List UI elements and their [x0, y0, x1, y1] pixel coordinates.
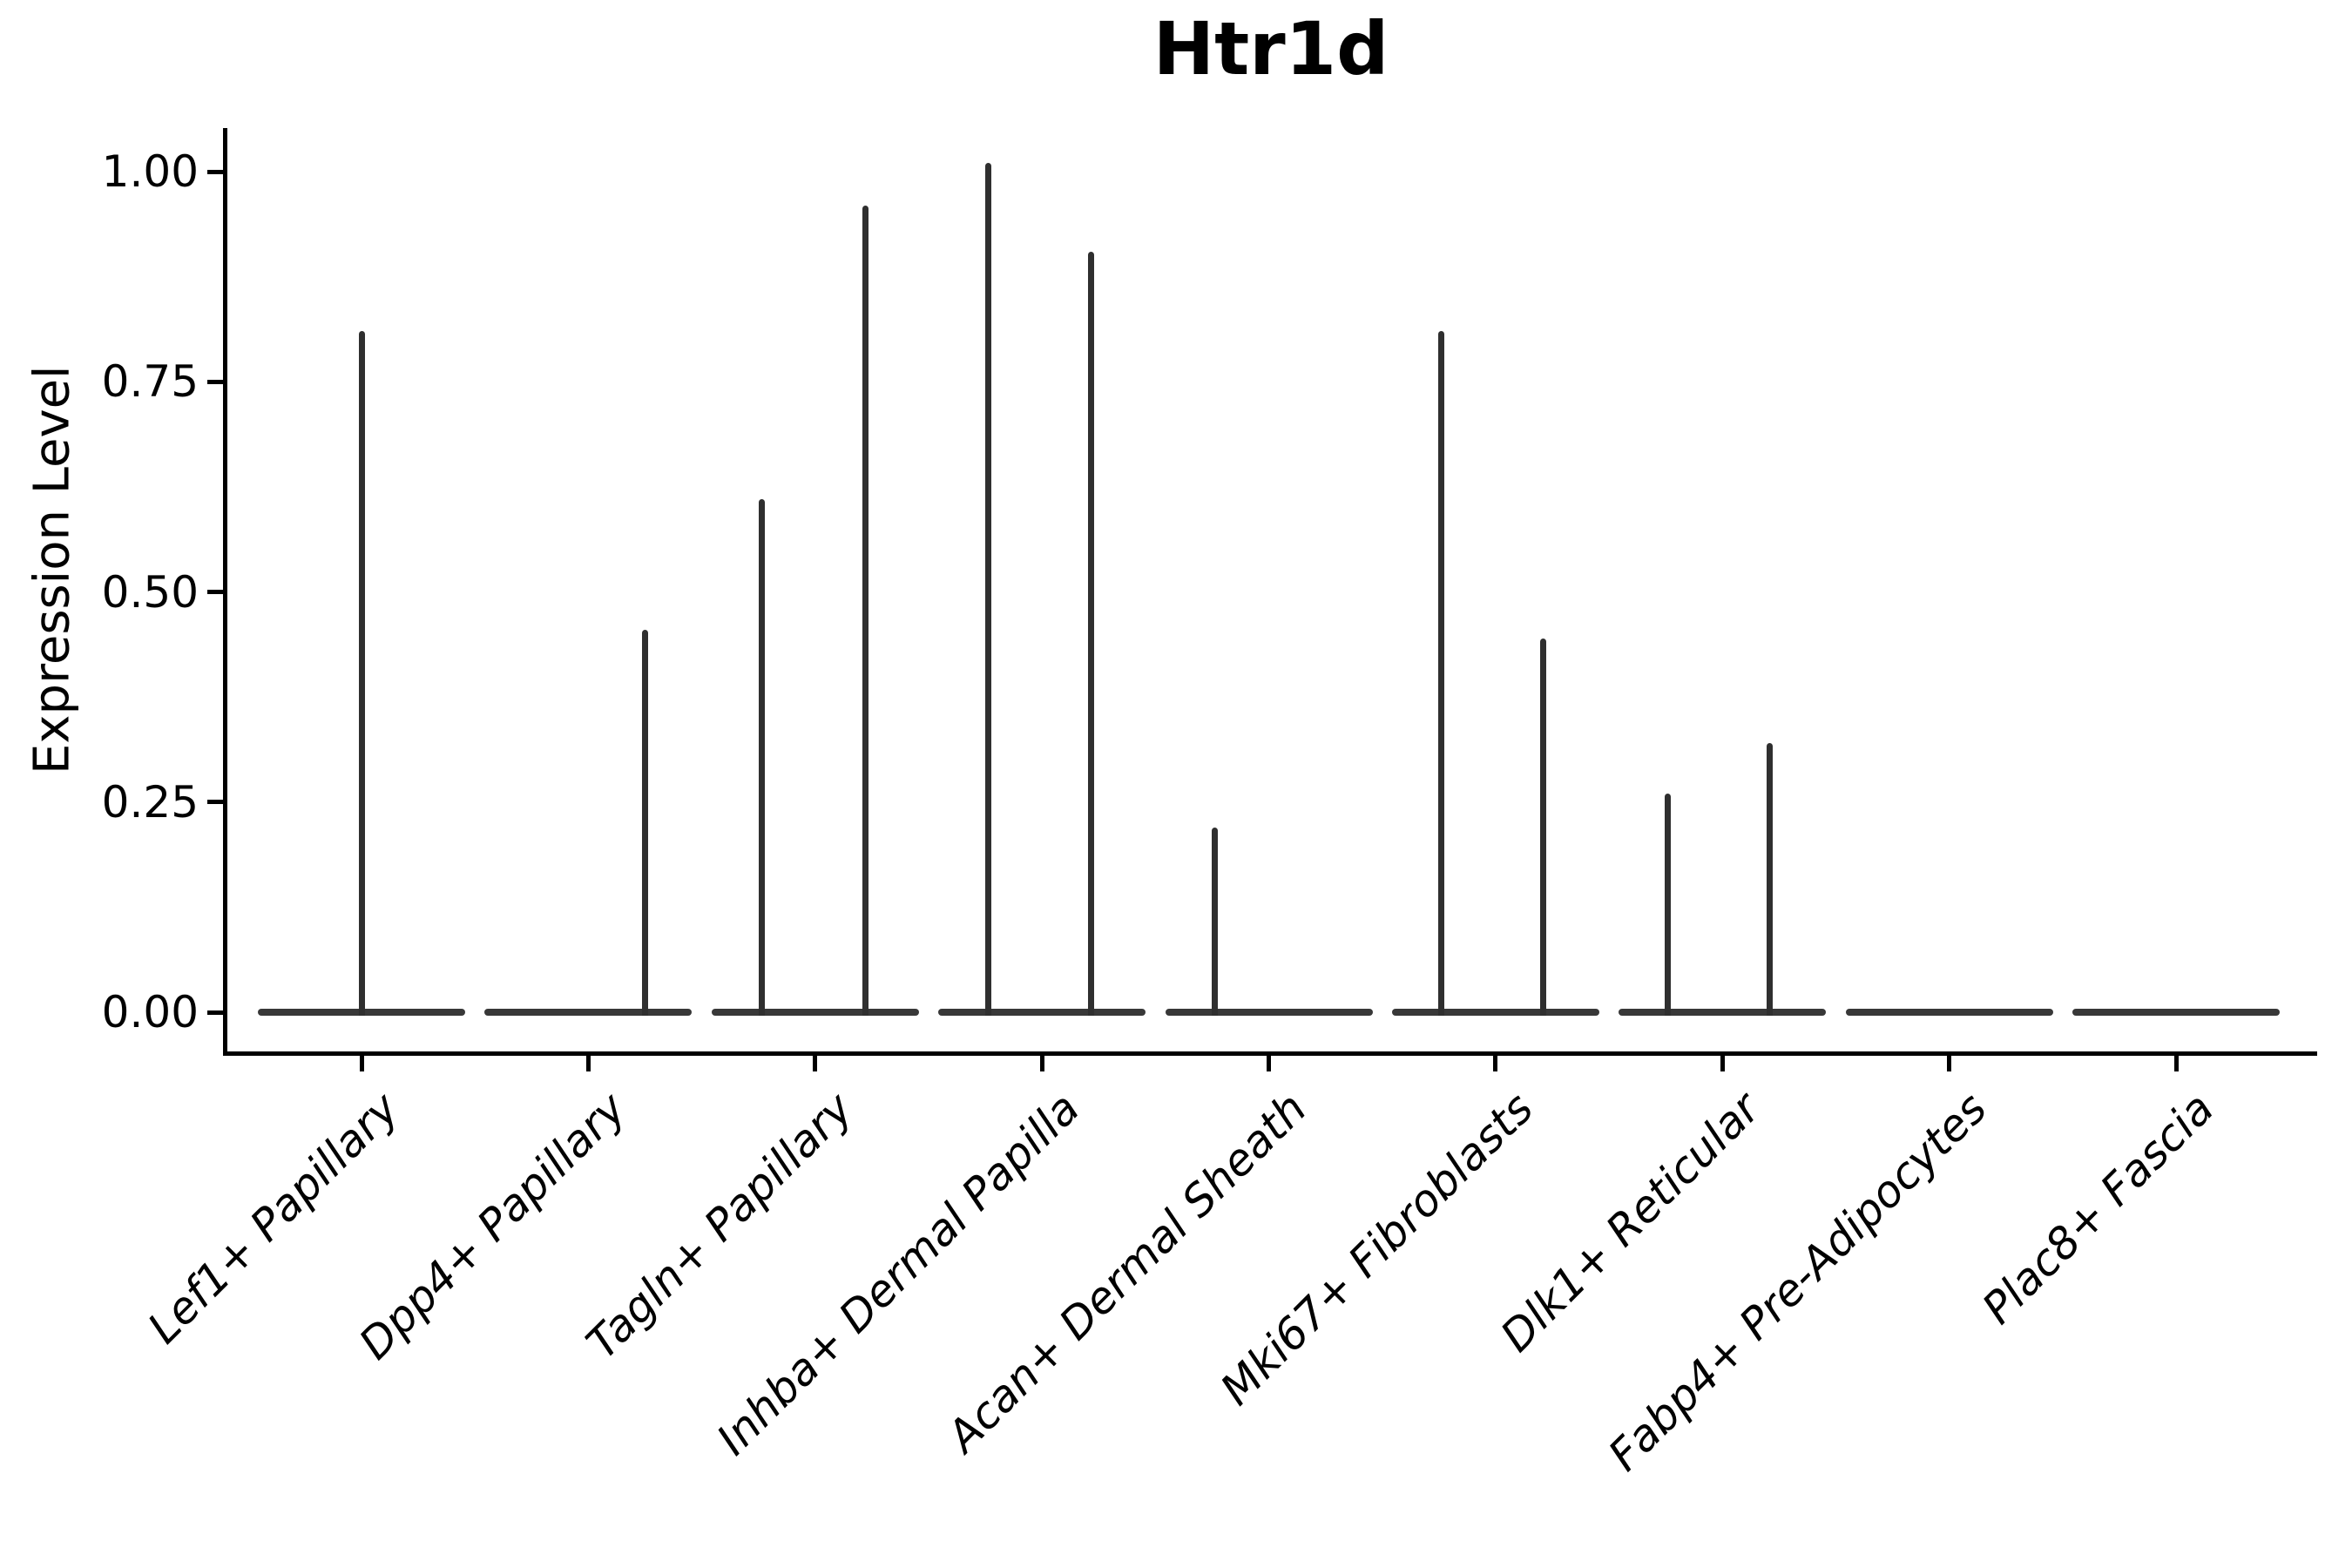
violin-body — [711, 1009, 919, 1016]
violin-body — [1391, 1009, 1599, 1016]
violin-body — [1619, 1009, 1827, 1016]
violin-body — [2072, 1009, 2280, 1016]
violin-spike — [1437, 331, 1444, 1016]
y-tick-mark — [207, 800, 223, 805]
violin-spike — [1540, 638, 1547, 1016]
violin-spike — [1767, 743, 1774, 1016]
violin-body — [1845, 1009, 2053, 1016]
y-tick-label: 0.25 — [101, 776, 199, 828]
y-tick-label: 0.00 — [101, 987, 199, 1037]
violin-spike — [1087, 251, 1094, 1016]
x-tick-mark — [2173, 1056, 2179, 1071]
violin-spike — [1665, 794, 1672, 1016]
violin-spike — [1211, 827, 1218, 1016]
x-tick-mark — [359, 1056, 364, 1071]
y-tick-mark — [207, 169, 223, 174]
violin-spike — [759, 499, 766, 1016]
x-tick-mark — [1267, 1056, 1271, 1071]
x-tick-mark — [585, 1056, 591, 1071]
x-tick-label: Fabp4+ Pre-Adipocytes — [1598, 1083, 1997, 1481]
violin-spike — [862, 205, 868, 1016]
violin-body — [484, 1009, 693, 1016]
x-axis-spine — [223, 1051, 2317, 1056]
y-tick-label: 1.00 — [101, 146, 199, 197]
x-tick-mark — [1039, 1056, 1044, 1071]
y-axis-spine — [223, 128, 227, 1056]
y-tick-label: 0.50 — [101, 566, 199, 618]
y-tick-mark — [207, 1010, 223, 1015]
violin-body — [938, 1009, 1146, 1016]
violin-spike — [358, 331, 365, 1016]
x-tick-mark — [1720, 1056, 1725, 1071]
x-tick-label: Lef1+ Papillary — [138, 1083, 409, 1354]
y-tick-mark — [207, 590, 223, 594]
y-tick-mark — [207, 379, 223, 384]
x-tick-mark — [1493, 1056, 1498, 1071]
y-tick-label: 0.75 — [101, 356, 199, 408]
violin-spike — [985, 163, 992, 1016]
x-tick-mark — [813, 1056, 818, 1071]
x-tick-mark — [1947, 1056, 1952, 1071]
x-tick-label: Plac8+ Fascia — [1972, 1083, 2224, 1335]
violin-spike — [641, 629, 648, 1016]
violin-body — [1165, 1009, 1373, 1016]
chart-title: Htr1d — [1152, 6, 1389, 91]
